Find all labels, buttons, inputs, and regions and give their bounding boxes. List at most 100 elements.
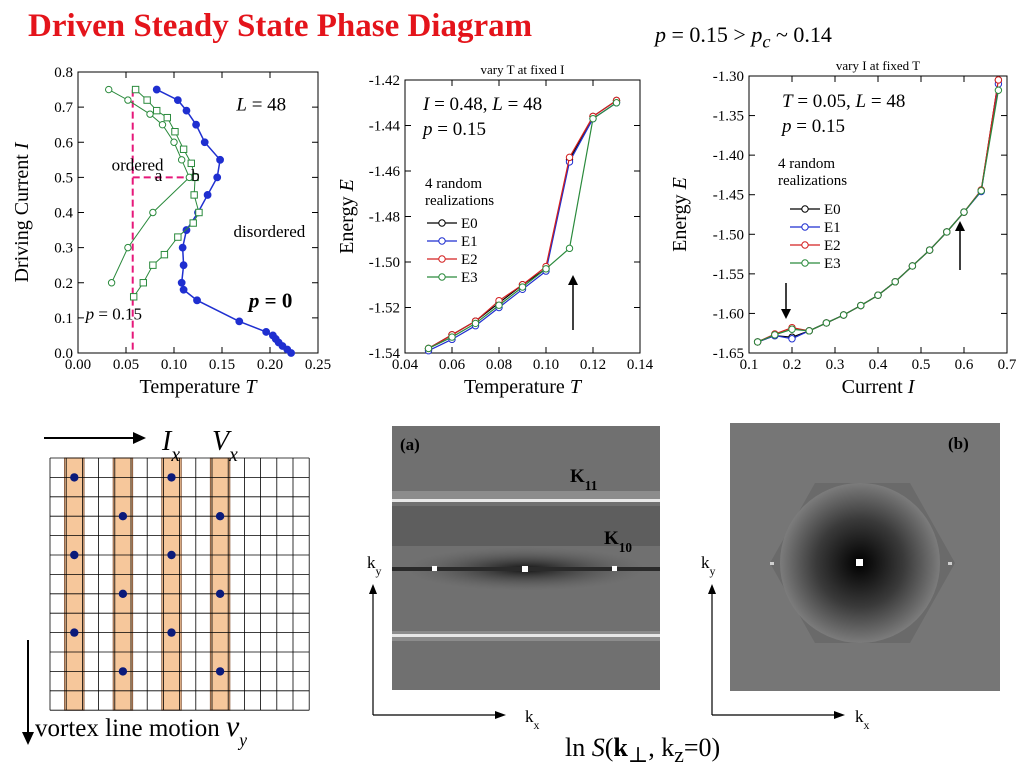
legend-label: E1 [824, 220, 841, 236]
current-label: Ix [161, 426, 180, 466]
arrow-head [568, 275, 578, 285]
vortex-dot [167, 473, 176, 482]
vortex-dot [70, 550, 79, 560]
data-point [994, 76, 1003, 84]
vortex-motion-label: vortex line motion vy [35, 710, 247, 750]
data-point [518, 283, 527, 291]
x-tick-label: 0.00 [65, 357, 91, 373]
y-axis-label: Energy E [669, 177, 691, 252]
data-point [189, 219, 197, 227]
y-tick-label: -1.50 [713, 227, 744, 243]
y-tick-label: -1.40 [713, 148, 744, 164]
energy-vs-current-chart: 0.1 0.2 0.3 0.4 0.5 0.6 0.7 -1.30 -1.35 -1.40 -1.4… [669, 58, 1017, 398]
kx-arrow-head [834, 711, 845, 719]
data-point [177, 278, 186, 287]
x-tick-label: 0.12 [580, 357, 606, 373]
legend-marker [438, 219, 446, 227]
realizations-label: 4 random [778, 156, 835, 172]
current-arrow-head [133, 432, 146, 444]
data-point [753, 338, 762, 346]
x-tick-label: 0.2 [783, 357, 802, 373]
y-tick-label: 0.2 [54, 276, 73, 292]
x-tick-label: 0.08 [486, 357, 512, 373]
data-point [857, 301, 865, 310]
y-tick-label: 0.5 [54, 170, 73, 186]
data-point [235, 317, 244, 326]
vortex-dot [118, 589, 128, 598]
data-point [262, 328, 271, 336]
kx-arrow-head [495, 711, 506, 719]
vortex-dot [215, 589, 225, 598]
legend-label: E0 [824, 202, 841, 218]
y-tick-label: -1.54 [369, 346, 401, 362]
bragg-peak [612, 566, 617, 571]
panel-a-label: (a) [400, 435, 420, 454]
page-title: Driven Steady State Phase Diagram [28, 8, 533, 44]
bragg-peak [432, 566, 437, 571]
series-line [133, 89, 200, 298]
data-point [179, 145, 188, 153]
data-point [495, 301, 503, 309]
chart-title: vary T at fixed I [481, 62, 565, 77]
data-point [216, 155, 224, 164]
legend-label: E3 [824, 256, 841, 272]
legend-marker [438, 237, 446, 245]
x-tick-label: 0.10 [533, 357, 559, 373]
y-tick-label: -1.50 [369, 255, 400, 271]
label-b: b [191, 166, 200, 185]
y-tick-label: 0.7 [54, 100, 73, 116]
data-point [190, 191, 198, 199]
y-tick-label: 0.8 [54, 65, 73, 81]
data-point [565, 153, 574, 162]
kx-label: kx [525, 707, 540, 732]
side-peak [948, 562, 952, 565]
legend-marker [438, 255, 446, 263]
data-point [805, 327, 813, 335]
kx-label: kx [855, 707, 870, 732]
data-point [146, 110, 154, 118]
y-axis-label: Energy E [336, 179, 358, 254]
K10-label: K10 [604, 528, 632, 555]
vortex-dot [118, 667, 128, 676]
y-tick-label: 0.3 [54, 241, 73, 257]
structure-factor-images: (a) K11 K10 (b) ky kx ky kx [367, 423, 1000, 732]
x-tick-label: 0.1 [740, 357, 759, 373]
realizations-label: realizations [778, 173, 847, 189]
data-point [612, 99, 621, 107]
y-tick-label: 0.6 [54, 135, 73, 151]
data-point [107, 279, 116, 287]
data-point [191, 173, 199, 182]
data-point [139, 279, 147, 287]
x-axis-label: Current I [842, 376, 916, 398]
y-tick-label: -1.65 [713, 346, 744, 362]
legend-marker [801, 223, 809, 231]
y-tick-label: -1.55 [713, 267, 744, 283]
y-tick-label: -1.45 [713, 188, 744, 204]
data-point [129, 293, 138, 301]
ky-arrow-head [369, 584, 377, 594]
x-tick-label: 0.20 [257, 357, 283, 373]
arrow-head [781, 309, 791, 319]
shade-band [392, 506, 660, 546]
data-point [105, 85, 113, 94]
vortex-lattice-diagram: Ix Vx vortex line motion vy [22, 426, 310, 750]
y-tick-label: -1.60 [713, 306, 744, 322]
voltage-label: Vx [212, 426, 238, 466]
p015-label: p = 0.15 [85, 305, 142, 324]
central-peak [522, 566, 528, 572]
y-tick-label: -1.44 [369, 119, 401, 135]
data-point [143, 96, 151, 104]
data-point [158, 120, 167, 129]
data-point [822, 319, 831, 327]
data-point [200, 138, 209, 147]
y-tick-label: -1.42 [369, 73, 400, 89]
data-point [977, 187, 985, 195]
legend-marker [801, 205, 809, 213]
legend-marker [438, 273, 446, 281]
legend-label: E0 [461, 216, 478, 232]
data-point [153, 106, 161, 115]
ky-label: ky [701, 553, 716, 578]
data-point [187, 159, 195, 168]
y-tick-label: -1.52 [369, 301, 400, 317]
data-point [874, 291, 882, 299]
